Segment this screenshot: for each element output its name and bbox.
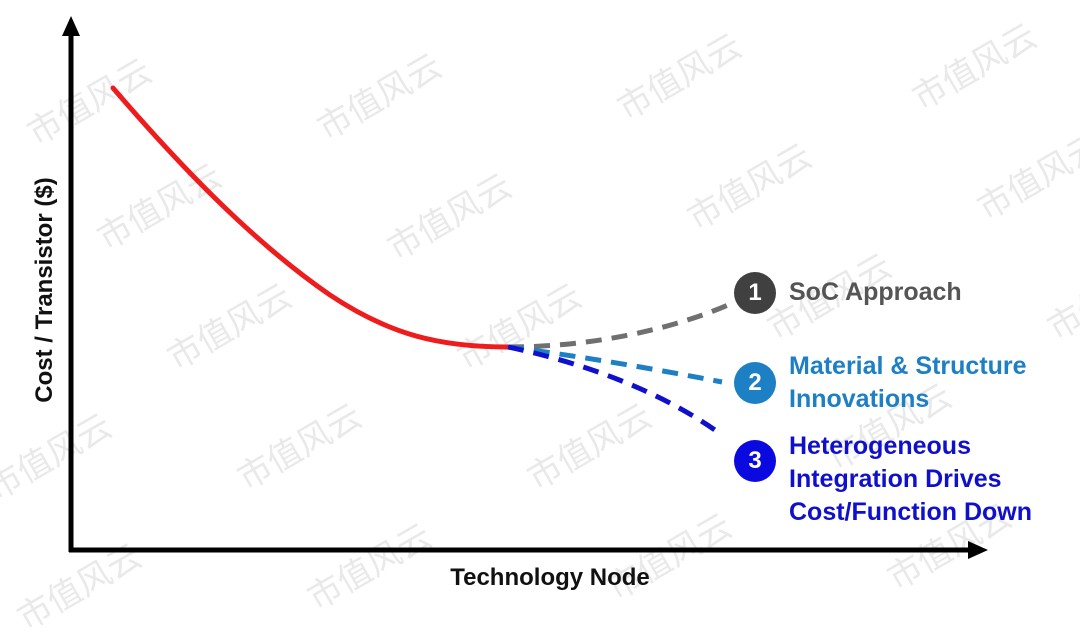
branch-badge-1: 1 <box>734 272 776 314</box>
branch-label-line: SoC Approach <box>789 278 962 306</box>
cost-curve-main <box>110 85 511 350</box>
chart: Technology Node Cost / Transistor ($) <box>31 16 988 591</box>
branch-label-line: Material & Structure <box>789 352 1027 380</box>
branch-label-2: Material & Structure Innovations <box>789 350 1027 416</box>
branch-label-3: Heterogeneous Integration Drives Cost/Func… <box>789 430 1032 529</box>
branch-label-line: Innovations <box>789 385 930 413</box>
x-axis-title: Technology Node <box>450 564 650 591</box>
branch-label-line: Integration Drives <box>789 465 1002 493</box>
branch-label-1: SoC Approach <box>789 276 962 309</box>
branch-badge-2: 2 <box>734 362 776 404</box>
branch-badge-3: 3 <box>734 440 776 482</box>
branch-label-line: Cost/Function Down <box>789 498 1033 526</box>
y-axis-title: Cost / Transistor ($) <box>31 177 58 402</box>
y-axis-arrowhead <box>62 16 80 36</box>
branch-line-1 <box>507 302 729 350</box>
branch-label-line: Heterogeneous <box>789 432 971 460</box>
branch-line-3 <box>507 344 724 438</box>
x-axis-arrowhead <box>968 541 988 559</box>
